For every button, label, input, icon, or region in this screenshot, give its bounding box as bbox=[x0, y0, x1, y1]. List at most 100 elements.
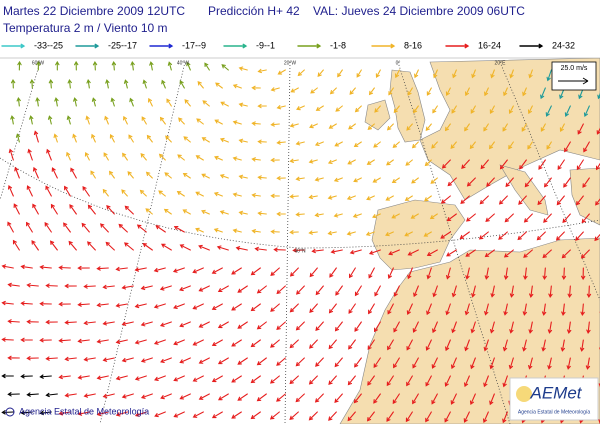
wind-arrow bbox=[374, 285, 381, 297]
wind-arrow bbox=[580, 303, 585, 317]
wind-arrow bbox=[129, 97, 134, 107]
wind-arrow bbox=[391, 213, 400, 219]
wind-arrow bbox=[121, 357, 134, 363]
wind-arrow bbox=[423, 231, 432, 237]
wind-arrow bbox=[452, 69, 457, 79]
wind-arrow bbox=[13, 203, 20, 215]
wind-arrow bbox=[142, 79, 147, 89]
footer-icon bbox=[5, 407, 15, 417]
wind-arrow bbox=[115, 303, 128, 308]
wind-arrow bbox=[109, 170, 115, 179]
wind-arrow bbox=[440, 231, 451, 239]
wind-arrow bbox=[231, 411, 242, 419]
wind-arrow bbox=[179, 80, 185, 89]
wind-arrow bbox=[470, 321, 476, 334]
wind-arrow bbox=[334, 141, 343, 147]
wind-arrow bbox=[347, 159, 356, 165]
wind-arrow bbox=[45, 185, 52, 197]
wind-arrow bbox=[121, 285, 134, 290]
wind-arrow bbox=[451, 285, 457, 298]
wind-arrow bbox=[297, 43, 322, 49]
wind-arrow bbox=[270, 87, 280, 92]
wind-arrow bbox=[517, 231, 527, 241]
wind-arrow bbox=[555, 231, 565, 241]
wind-arrow bbox=[134, 339, 147, 345]
wind-arrow bbox=[425, 123, 432, 132]
wind-arrow bbox=[192, 411, 204, 418]
wind-arrow bbox=[426, 249, 438, 256]
wind-arrow bbox=[83, 320, 96, 326]
wind-arrow bbox=[197, 81, 204, 89]
wind-arrow bbox=[179, 357, 191, 364]
wind-arrow bbox=[308, 375, 318, 385]
wind-arrow bbox=[127, 171, 134, 179]
wind-arrow bbox=[308, 230, 318, 235]
wind-arrow bbox=[509, 285, 515, 298]
wind-arrow bbox=[7, 392, 20, 397]
wind-arrow bbox=[445, 339, 451, 352]
wind-arrow bbox=[251, 229, 261, 234]
wind-arrow bbox=[353, 141, 362, 147]
wind-arrow bbox=[276, 211, 286, 217]
wind-arrow bbox=[214, 155, 223, 161]
wind-arrow bbox=[1, 410, 14, 415]
wind-arrow bbox=[7, 282, 20, 288]
wind-arrow bbox=[50, 203, 58, 215]
wind-arrow bbox=[277, 69, 286, 75]
wind-arrow bbox=[411, 177, 419, 184]
wind-arrow bbox=[347, 375, 356, 386]
wind-arrow bbox=[161, 243, 172, 251]
wind-arrow bbox=[567, 321, 572, 334]
wind-arrow bbox=[45, 392, 58, 398]
wind-arrow bbox=[220, 101, 229, 107]
wind-arrow bbox=[178, 117, 185, 125]
wind-arrow bbox=[256, 285, 267, 294]
wind-arrow bbox=[498, 231, 508, 240]
wind-arrow bbox=[393, 357, 400, 369]
wind-arrow bbox=[182, 173, 191, 179]
wind-arrow bbox=[489, 393, 495, 406]
wind-arrow bbox=[441, 159, 451, 169]
wind-arrow bbox=[519, 159, 527, 170]
wind-arrow bbox=[273, 247, 286, 252]
wind-arrow bbox=[26, 319, 39, 324]
wind-arrow bbox=[81, 222, 90, 233]
wind-arrow bbox=[335, 105, 343, 112]
wind-arrow bbox=[509, 321, 514, 334]
wind-arrow bbox=[432, 285, 438, 298]
wind-arrow bbox=[499, 159, 508, 170]
wind-arrow bbox=[527, 105, 533, 115]
wind-arrow bbox=[217, 321, 229, 329]
wind-arrow bbox=[335, 285, 343, 296]
wind-arrow bbox=[26, 283, 39, 288]
wind-arrow bbox=[562, 213, 571, 224]
graticule bbox=[0, 61, 600, 424]
wind-arrow bbox=[464, 303, 470, 316]
wind-arrow bbox=[289, 375, 299, 385]
wind-arrow bbox=[105, 79, 110, 89]
wind-arrow bbox=[237, 357, 248, 365]
wind-arrow bbox=[179, 321, 191, 328]
wind-arrow bbox=[463, 411, 470, 423]
wind-arrow bbox=[232, 120, 242, 125]
wind-arrow bbox=[195, 227, 204, 233]
wind-arrow bbox=[118, 223, 128, 233]
wind-arrow bbox=[393, 321, 400, 333]
wind-arrow bbox=[407, 267, 413, 280]
wind-arrow bbox=[450, 393, 457, 405]
wind-arrow bbox=[328, 339, 337, 350]
wind-arrow bbox=[450, 357, 457, 370]
wind-arrow bbox=[464, 375, 470, 388]
wind-arrow bbox=[48, 78, 54, 89]
wind-arrow bbox=[128, 134, 134, 143]
wind-arrow bbox=[58, 374, 71, 380]
wind-arrow bbox=[17, 60, 22, 71]
wind-arrow bbox=[372, 177, 381, 183]
legend-label: 8-16 bbox=[404, 40, 422, 50]
wind-arrow bbox=[55, 60, 60, 71]
wind-arrow bbox=[366, 411, 375, 422]
wind-arrow bbox=[445, 303, 451, 316]
wind-arrow bbox=[111, 60, 117, 71]
wind-arrow bbox=[545, 105, 552, 117]
wind-arrow bbox=[96, 411, 109, 417]
